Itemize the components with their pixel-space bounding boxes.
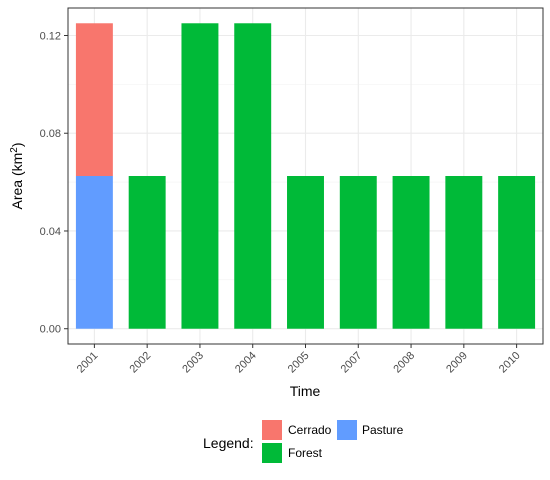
legend-key-cerrado (262, 420, 282, 440)
legend-label-pasture: Pasture (362, 423, 404, 437)
legend-key-pasture (337, 420, 357, 440)
x-axis-title: Time (290, 383, 321, 399)
legend-label-forest: Forest (288, 446, 323, 460)
bar-forest-2002 (128, 176, 166, 329)
bar-forest-2009 (445, 176, 483, 329)
y-axis-title-close: ) (9, 142, 25, 147)
y-tick-label: 0.00 (40, 324, 61, 336)
bar-forest-2010 (498, 176, 536, 329)
y-tick-label: 0.12 (40, 30, 61, 42)
y-axis-title: Area (km2) (9, 142, 25, 209)
y-tick-label: 0.08 (40, 128, 61, 140)
bar-forest-2003 (181, 23, 219, 329)
y-axis-title-main: Area (km (9, 153, 25, 210)
y-axis-ticks: 0.00 0.04 0.08 0.12 (40, 30, 68, 336)
y-axis-title-superscript: 2 (9, 147, 20, 153)
bar-forest-2008 (392, 176, 430, 329)
bar-pasture-2001 (75, 176, 113, 329)
bar-forest-2007 (339, 176, 377, 329)
legend: Legend: Cerrado Pasture Forest (203, 420, 404, 463)
legend-label-cerrado: Cerrado (288, 423, 332, 437)
bar-forest-2004 (234, 23, 272, 329)
bar-forest-2005 (287, 176, 324, 329)
legend-title: Legend: (203, 435, 254, 451)
y-tick-label: 0.04 (40, 226, 61, 238)
bar-cerrado-2001 (75, 23, 113, 176)
legend-key-forest (262, 443, 282, 463)
bars (75, 23, 536, 329)
